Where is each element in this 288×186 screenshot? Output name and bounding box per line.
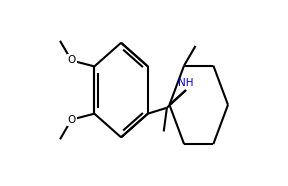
Text: O: O: [68, 55, 76, 65]
Text: O: O: [68, 115, 76, 125]
Text: NH: NH: [178, 78, 194, 88]
